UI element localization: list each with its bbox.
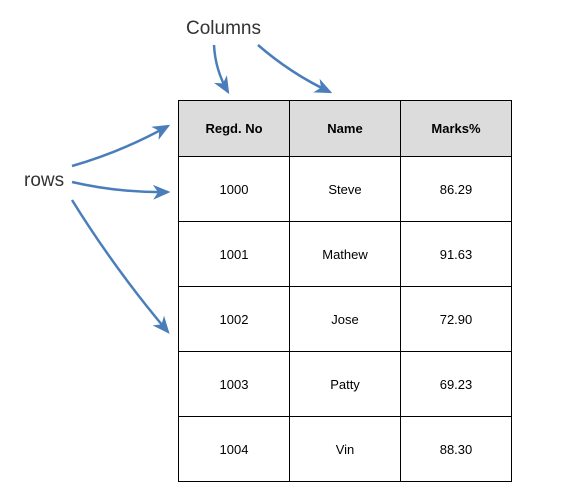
- col-header-name: Name: [290, 101, 401, 157]
- col-header-regdno: Regd. No: [179, 101, 290, 157]
- cell-name: Steve: [290, 157, 401, 222]
- cell-marks: 72.90: [401, 287, 512, 352]
- cell-regdno: 1003: [179, 352, 290, 417]
- cell-regdno: 1004: [179, 417, 290, 482]
- cell-marks: 86.29: [401, 157, 512, 222]
- data-table-wrap: Regd. No Name Marks% 1000 Steve 86.29 10…: [178, 100, 512, 482]
- cell-name: Patty: [290, 352, 401, 417]
- cell-regdno: 1000: [179, 157, 290, 222]
- rows-label: rows: [24, 170, 64, 192]
- cell-name: Mathew: [290, 222, 401, 287]
- cell-name: Jose: [290, 287, 401, 352]
- table-row: 1001 Mathew 91.63: [179, 222, 512, 287]
- table-row: 1004 Vin 88.30: [179, 417, 512, 482]
- cell-marks: 88.30: [401, 417, 512, 482]
- data-table: Regd. No Name Marks% 1000 Steve 86.29 10…: [178, 100, 512, 482]
- col-header-marks: Marks%: [401, 101, 512, 157]
- cell-marks: 91.63: [401, 222, 512, 287]
- cell-regdno: 1002: [179, 287, 290, 352]
- table-row: 1000 Steve 86.29: [179, 157, 512, 222]
- cell-marks: 69.23: [401, 352, 512, 417]
- cell-name: Vin: [290, 417, 401, 482]
- table-row: 1003 Patty 69.23: [179, 352, 512, 417]
- cell-regdno: 1001: [179, 222, 290, 287]
- table-row: 1002 Jose 72.90: [179, 287, 512, 352]
- columns-label: Columns: [186, 18, 261, 40]
- table-header-row: Regd. No Name Marks%: [179, 101, 512, 157]
